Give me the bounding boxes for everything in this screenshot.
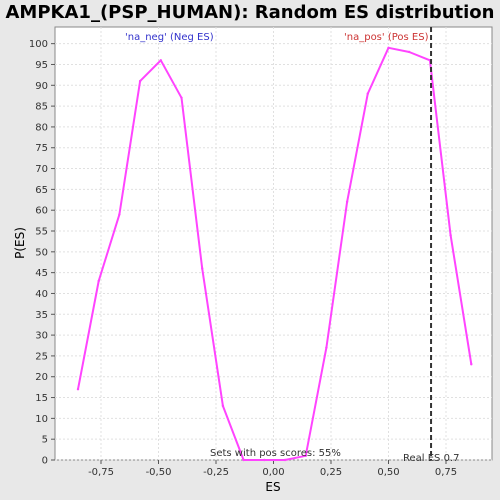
data-point (366, 92, 369, 95)
data-point (242, 458, 245, 462)
y-tick-label: 25 (35, 351, 48, 362)
y-tick-label: 90 (35, 81, 48, 92)
x-tick-label: 0,50 (377, 467, 399, 478)
data-point (449, 233, 452, 237)
data-point (304, 454, 307, 458)
y-tick-label: 60 (35, 206, 48, 217)
grid-lines (55, 27, 492, 461)
data-point (97, 279, 100, 283)
x-axis-label: ES (265, 480, 280, 494)
y-tick-label: 45 (35, 268, 48, 279)
y-tick-label: 10 (35, 414, 48, 425)
y-tick-label: 0 (42, 456, 48, 467)
x-tick-label: 0,00 (262, 467, 284, 478)
y-tick-label: 40 (35, 289, 48, 300)
y-tick-label: 35 (35, 310, 48, 321)
es-distribution-line (77, 46, 473, 461)
y-tick-label: 55 (35, 227, 48, 238)
x-tick-label: -0,50 (146, 467, 172, 478)
data-point (408, 50, 411, 54)
x-tick-label: 0,75 (435, 467, 457, 478)
data-point (345, 200, 349, 204)
y-tick-label: 80 (35, 122, 48, 133)
data-point (325, 346, 328, 349)
y-tick-label: 95 (35, 60, 48, 71)
y-tick-label: 50 (35, 247, 48, 258)
y-tick-label: 75 (35, 143, 48, 154)
data-point (201, 267, 204, 270)
x-tick-label: -0,75 (88, 467, 114, 478)
data-point (180, 96, 183, 99)
y-tick-label: 30 (35, 331, 48, 342)
y-tick-label: 70 (35, 164, 48, 175)
data-point (118, 213, 121, 216)
y-tick-label: 20 (35, 372, 48, 383)
y-tick-label: 5 (42, 435, 48, 446)
data-point (283, 458, 287, 462)
data-point (138, 79, 142, 83)
pos-es-label: 'na_pos' (Pos ES) (344, 32, 429, 43)
data-point (387, 46, 390, 50)
sets-pos-scores-text: Sets with pos scores: 55% (210, 448, 341, 459)
data-point (221, 404, 225, 408)
neg-es-label: 'na_neg' (Neg ES) (125, 32, 214, 43)
chart-title: AMPKA1_(PSP_HUMAN): Random ES distributi… (6, 2, 495, 23)
data-point (470, 363, 473, 366)
y-tick-label: 85 (35, 102, 48, 113)
y-axis-label: P(ES) (13, 227, 27, 259)
real-es-label: Real ES 0.7 (403, 453, 459, 464)
data-point (159, 59, 162, 62)
data-point (263, 458, 266, 462)
x-tick-label: -0,25 (203, 467, 229, 478)
y-tick-label: 15 (35, 393, 48, 404)
y-tick-label: 65 (35, 185, 48, 196)
axes: 0 5 10 15 20 25 30 35 40 45 50 55 60 65 70 75 80 85 90 95 10… (29, 39, 457, 478)
y-tick-label: 100 (29, 39, 48, 50)
x-tick-label: 0,25 (320, 467, 342, 478)
series-group (76, 46, 473, 462)
data-point (76, 388, 80, 391)
